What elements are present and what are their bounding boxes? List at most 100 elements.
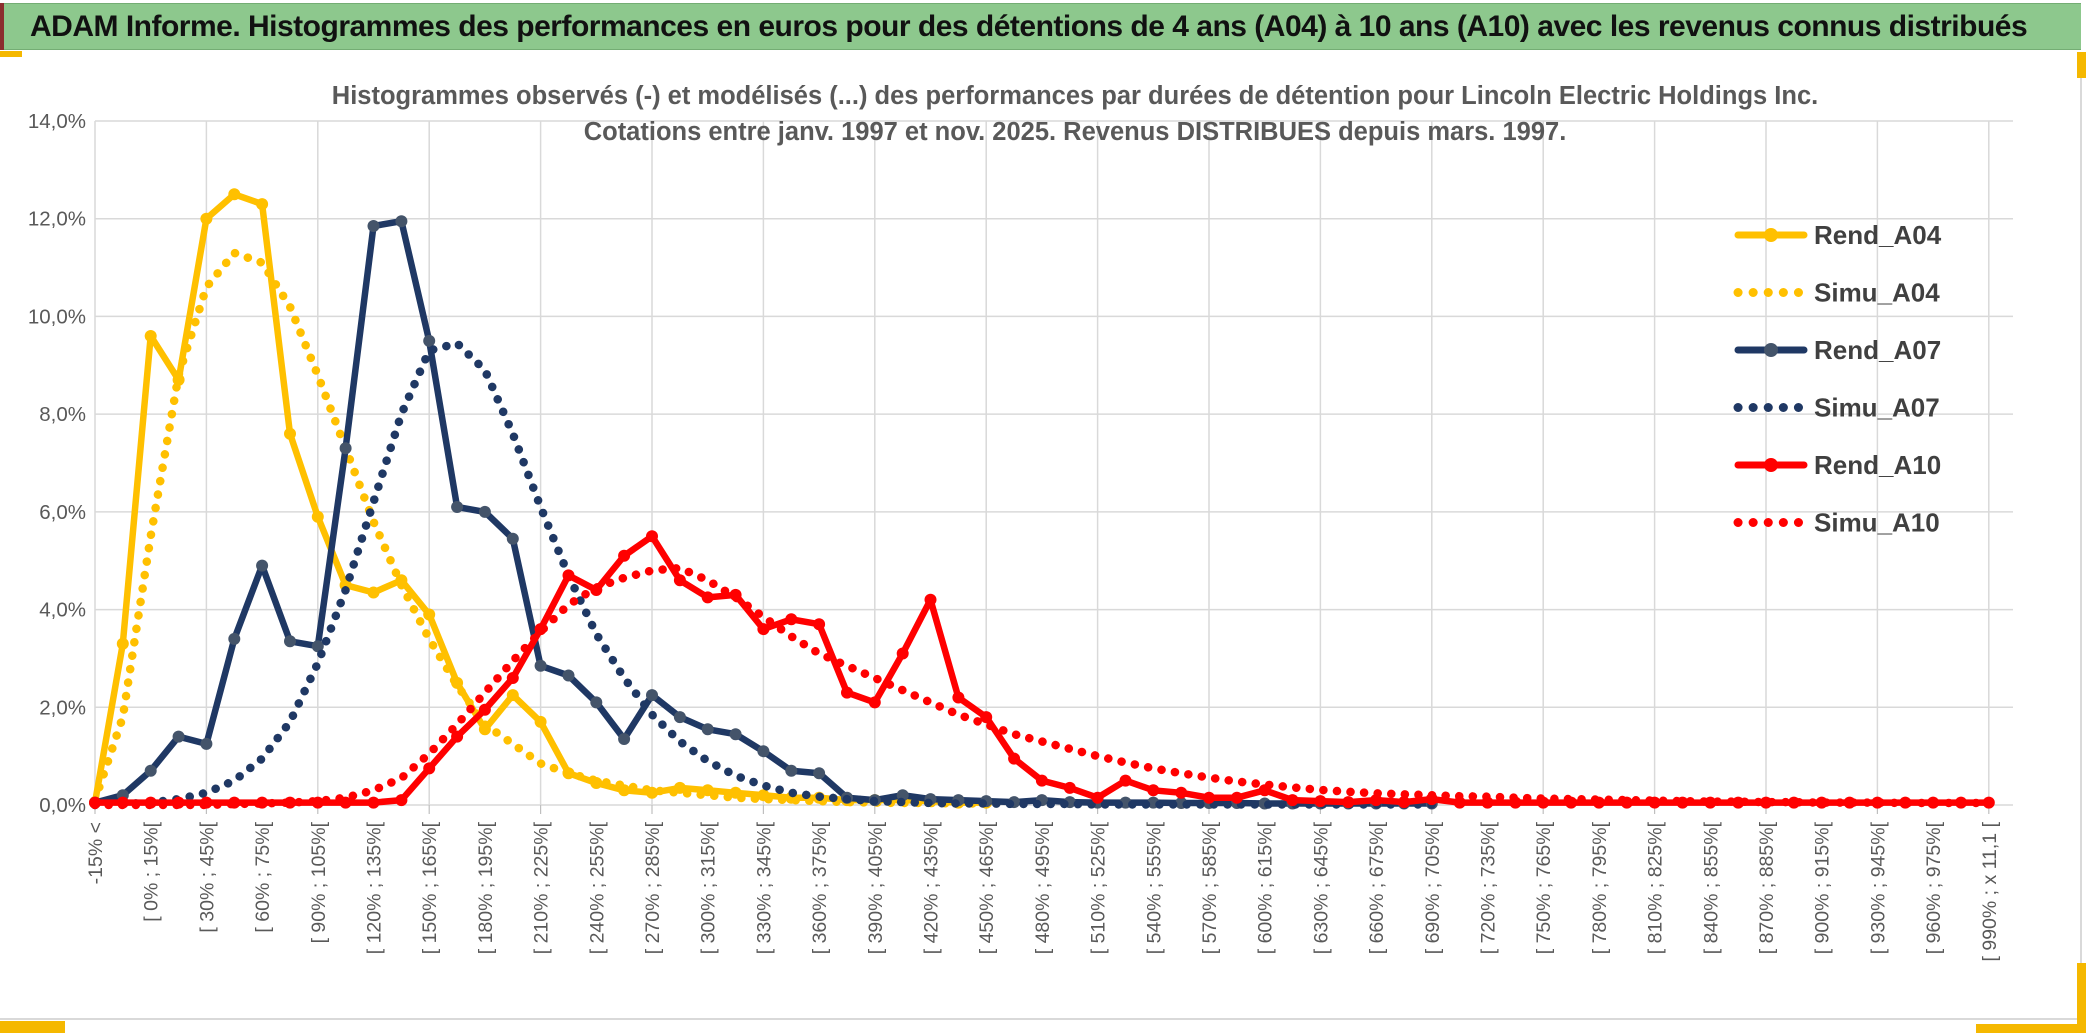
marker-Rend_A04 <box>311 510 324 523</box>
marker-Rend_A10 <box>1230 791 1243 804</box>
x-axis-label: [ 570% ; 585%[ <box>1199 821 1221 954</box>
marker-Rend_A07 <box>144 764 157 777</box>
marker-Rend_A07 <box>506 532 519 545</box>
marker-Rend_A07 <box>339 442 352 455</box>
marker-Rend_A10 <box>1119 774 1132 787</box>
line-Simu_A07 <box>90 339 1437 810</box>
x-axis-label: [ 150% ; 165%[ <box>419 821 441 954</box>
legend-item-Rend_A04[interactable]: Rend_A04 <box>1734 220 1942 250</box>
x-axis-label: [ 750% ; 765%[ <box>1533 821 1555 954</box>
marker-Rend_A07 <box>478 505 491 518</box>
x-axis-label: [ 360% ; 375%[ <box>809 821 831 954</box>
y-axis-label: 10,0% <box>28 305 86 328</box>
x-axis-label: [ 720% ; 735%[ <box>1478 821 1500 954</box>
axis-ticks <box>94 805 1990 814</box>
x-axis-label: [ 990% ; x 11,1 [ <box>1979 821 2001 961</box>
x-axis-label: [ 210% ; 225%[ <box>531 821 553 954</box>
marker-Rend_A10 <box>1314 795 1327 808</box>
chart-legend: Rend_A04 Simu_A04 Rend_A07 Simu_A07 Rend_A10… <box>1733 220 1942 538</box>
series-layer <box>89 188 1995 810</box>
marker-Rend_A10 <box>1035 774 1048 787</box>
series-Simu_A10 <box>90 563 1994 810</box>
x-axis-label: [ 780% ; 795%[ <box>1589 821 1611 954</box>
x-axis-label: [ 510% ; 525%[ <box>1088 821 1110 954</box>
x-axis-label: [ 240% ; 255%[ <box>586 821 608 954</box>
legend-label: Rend_A10 <box>1814 450 1941 480</box>
line-Rend_A10 <box>91 533 1993 806</box>
marker-Rend_A07 <box>395 215 408 228</box>
marker-Rend_A07 <box>729 728 742 741</box>
header-underline-accent <box>0 51 22 57</box>
marker-Rend_A07 <box>757 745 770 758</box>
x-axis-label: [ 630% ; 645%[ <box>1310 821 1332 954</box>
legend-item-Simu_A07[interactable]: Simu_A07 <box>1733 393 1940 423</box>
legend-item-Rend_A07[interactable]: Rend_A07 <box>1734 335 1941 365</box>
chart-title-line1: Histogrammes observés (-) et modélisés (… <box>332 82 1818 110</box>
legend-item-Simu_A10[interactable]: Simu_A10 <box>1733 508 1940 538</box>
left-maroon-accent <box>0 3 4 50</box>
legend-label: Simu_A07 <box>1814 393 1940 423</box>
marker-Rend_A07 <box>618 733 631 745</box>
marker-Rend_A10 <box>1008 752 1021 765</box>
x-axis-label: -15% < <box>85 822 107 884</box>
chart-title-line2: Cotations entre janv. 1997 et nov. 2025.… <box>584 118 1567 146</box>
marker-Rend_A04 <box>534 715 547 728</box>
marker-Rend_A04 <box>284 427 296 440</box>
marker-Rend_A10 <box>506 672 519 684</box>
marker-Rend_A04 <box>116 637 129 650</box>
legend-label: Rend_A04 <box>1814 220 1942 250</box>
marker-Rend_A10 <box>1091 791 1104 804</box>
x-axis-label: [ 330% ; 345%[ <box>753 821 775 954</box>
marker-Rend_A07 <box>646 689 658 702</box>
x-axis-label: [ 180% ; 195%[ <box>475 821 497 954</box>
legend-label: Simu_A10 <box>1814 508 1940 538</box>
x-axis-label: [ 810% ; 825%[ <box>1645 821 1667 954</box>
right-bottom-yellow-bar <box>2077 963 2086 1033</box>
legend-swatch-marker <box>1764 458 1778 472</box>
marker-Rend_A10 <box>1398 796 1410 809</box>
x-axis-label: [ 300% ; 315%[ <box>698 821 720 954</box>
x-axis-label: [ 870% ; 885%[ <box>1756 821 1778 954</box>
series-Simu_A07 <box>90 339 1437 810</box>
y-axis-label: 2,0% <box>39 696 86 719</box>
marker-Rend_A07 <box>534 659 547 672</box>
x-axis-label: [ 0% ; 15%[ <box>141 821 163 921</box>
marker-Rend_A07 <box>813 767 826 780</box>
x-axis-label: [ 930% ; 945%[ <box>1867 821 1889 954</box>
right-divider <box>2080 78 2082 965</box>
marker-Rend_A07 <box>172 730 185 743</box>
marker-Rend_A10 <box>451 730 464 743</box>
marker-Rend_A10 <box>367 796 380 809</box>
marker-Rend_A10 <box>924 593 937 606</box>
marker-Rend_A10 <box>785 613 798 626</box>
marker-Rend_A07 <box>701 723 714 736</box>
legend-item-Rend_A10[interactable]: Rend_A10 <box>1734 450 1941 480</box>
y-axis-label: 0,0% <box>39 794 86 817</box>
marker-Rend_A07 <box>367 220 380 232</box>
legend-label: Simu_A04 <box>1814 278 1940 308</box>
x-axis-label: [ 660% ; 675%[ <box>1366 821 1388 954</box>
bottom-divider <box>0 1018 2086 1020</box>
series-Rend_A10 <box>89 530 1995 809</box>
bottom-left-yellow-accent <box>0 1021 65 1033</box>
x-axis-label: [ 120% ; 135%[ <box>364 821 386 954</box>
marker-Rend_A04 <box>144 330 157 342</box>
y-axis-label: 4,0% <box>39 599 86 622</box>
marker-Rend_A10 <box>562 569 575 582</box>
marker-Rend_A10 <box>813 618 826 631</box>
x-axis-label: [ 60% ; 75%[ <box>252 821 274 932</box>
marker-Rend_A10 <box>478 703 491 716</box>
report-title: ADAM Informe. Histogrammes des performan… <box>30 9 2028 43</box>
marker-Rend_A07 <box>284 635 296 648</box>
legend-swatch-marker <box>1764 228 1778 242</box>
marker-Rend_A10 <box>1203 791 1215 804</box>
marker-Rend_A10 <box>952 691 965 704</box>
legend-item-Simu_A04[interactable]: Simu_A04 <box>1733 278 1940 308</box>
y-axis-label: 12,0% <box>28 208 86 231</box>
right-top-yellow-bar <box>2077 52 2086 78</box>
marker-Rend_A07 <box>256 559 269 572</box>
marker-Rend_A10 <box>868 696 881 709</box>
series-Simu_A04 <box>90 248 991 808</box>
marker-Rend_A04 <box>200 212 213 225</box>
marker-Rend_A10 <box>618 549 631 562</box>
